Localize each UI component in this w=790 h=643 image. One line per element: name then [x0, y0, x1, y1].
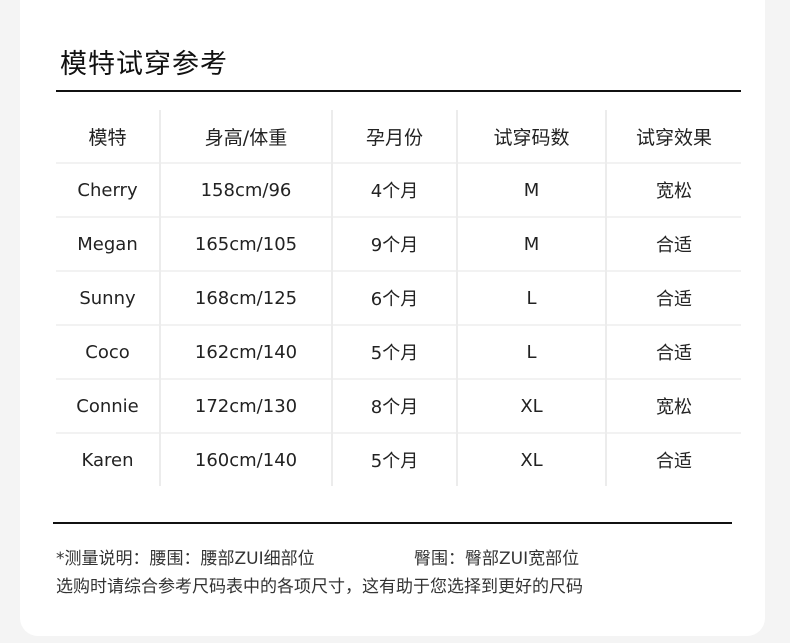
header-size: 试穿码数 [456, 110, 606, 163]
cell-size: L [456, 324, 606, 379]
cell-model: Coco [56, 324, 160, 379]
cell-size: XL [456, 378, 606, 433]
cell-size: M [456, 216, 606, 271]
cell-height-weight: 162cm/140 [159, 324, 332, 379]
cell-pregnancy-month: 4个月 [331, 162, 457, 217]
cell-model: Sunny [56, 270, 160, 325]
table-header-row: 模特 身高/体重 孕月份 试穿码数 试穿效果 [56, 110, 741, 163]
measurement-note-waist: *测量说明：腰围：腰部ZUI细部位 [56, 549, 315, 569]
cell-pregnancy-month: 6个月 [331, 270, 457, 325]
cell-size: L [456, 270, 606, 325]
table-row: Coco 162cm/140 5个月 L 合适 [56, 324, 741, 379]
measurement-note-hip: 臀围：臀部ZUI宽部位 [414, 549, 580, 569]
header-fit: 试穿效果 [605, 110, 741, 163]
table-row: Connie 172cm/130 8个月 XL 宽松 [56, 378, 741, 433]
cell-fit: 合适 [605, 324, 741, 379]
cell-pregnancy-month: 8个月 [331, 378, 457, 433]
cell-model: Megan [56, 216, 160, 271]
size-advice-note: 选购时请综合参考尺码表中的各项尺寸，这有助于您选择到更好的尺码 [56, 577, 583, 597]
cell-fit: 合适 [605, 270, 741, 325]
cell-height-weight: 168cm/125 [159, 270, 332, 325]
model-fit-table: 模特 身高/体重 孕月份 试穿码数 试穿效果 Cherry 158cm/96 4个月… [56, 110, 741, 486]
page-title: 模特试穿参考 [60, 49, 228, 80]
notes-divider [53, 522, 732, 524]
cell-fit: 宽松 [605, 378, 741, 433]
cell-model: Connie [56, 378, 160, 433]
header-pregnancy-month: 孕月份 [331, 110, 457, 163]
table-row: Karen 160cm/140 5个月 XL 合适 [56, 432, 741, 486]
cell-height-weight: 160cm/140 [159, 432, 332, 486]
cell-fit: 宽松 [605, 162, 741, 217]
cell-pregnancy-month: 9个月 [331, 216, 457, 271]
cell-fit: 合适 [605, 432, 741, 486]
cell-model: Cherry [56, 162, 160, 217]
cell-fit: 合适 [605, 216, 741, 271]
header-model: 模特 [88, 126, 127, 149]
cell-size: XL [456, 432, 606, 486]
table-row: Megan 165cm/105 9个月 M 合适 [56, 216, 741, 271]
cell-height-weight: 158cm/96 [159, 162, 332, 217]
title-divider [56, 90, 741, 92]
cell-pregnancy-month: 5个月 [331, 432, 457, 486]
cell-height-weight: 165cm/105 [159, 216, 332, 271]
cell-height-weight: 172cm/130 [159, 378, 332, 433]
cell-size: M [456, 162, 606, 217]
table-row: Sunny 168cm/125 6个月 L 合适 [56, 270, 741, 325]
cell-pregnancy-month: 5个月 [331, 324, 457, 379]
table-row: Cherry 158cm/96 4个月 M 宽松 [56, 162, 741, 217]
header-height-weight: 身高/体重 [159, 110, 332, 163]
cell-model: Karen [56, 432, 160, 486]
